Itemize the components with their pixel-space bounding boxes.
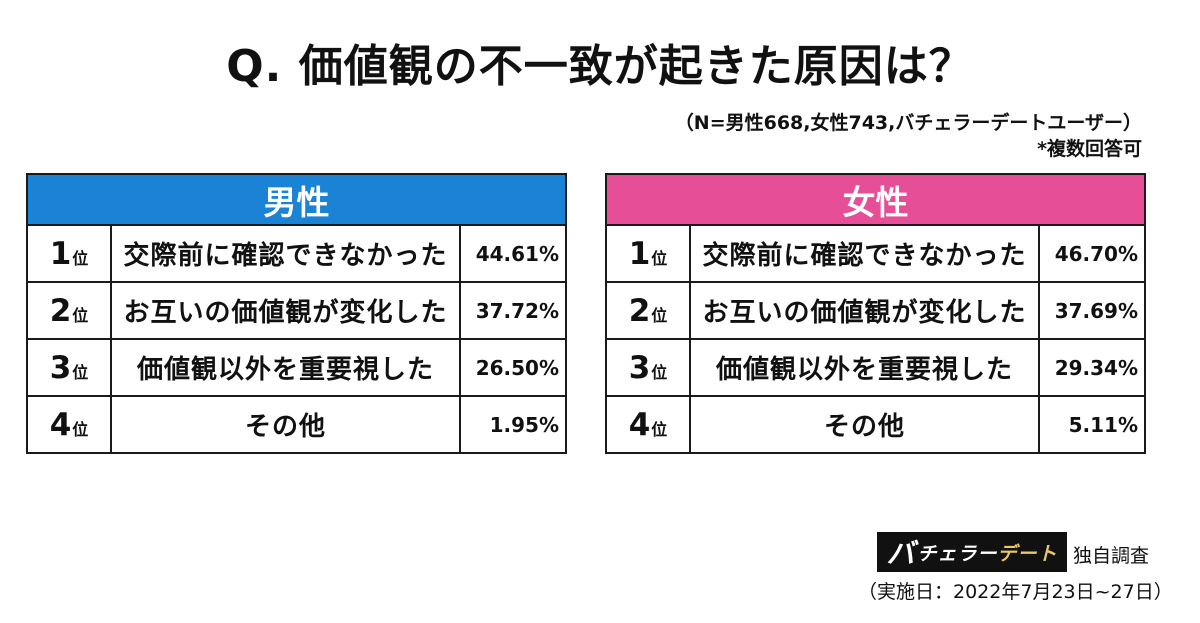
male-rank-row: 1位 交際前に確認できなかった 44.61%	[26, 224, 567, 283]
percent-cell: 44.61%	[459, 224, 567, 283]
rank-number: 3	[628, 349, 651, 386]
rank-suffix: 位	[72, 362, 89, 382]
percent-cell: 37.72%	[459, 281, 567, 340]
rank-number: 4	[628, 406, 651, 443]
rank-number: 4	[49, 406, 72, 443]
question-title: Q. 価値観の不一致が起きた原因は？	[226, 41, 974, 92]
rank-cell: 1位	[605, 224, 691, 283]
rank-number: 2	[49, 292, 72, 329]
female-table-title: 女性	[842, 182, 909, 222]
percent-cell: 29.34%	[1038, 338, 1146, 397]
reason-cell: 価値観以外を重要視した	[689, 338, 1040, 397]
rank-number: 3	[49, 349, 72, 386]
multiple-answer-note: *複数回答可	[1037, 138, 1142, 160]
male-rank-row: 2位 お互いの価値観が変化した 37.72%	[26, 281, 567, 340]
male-table-title: 男性	[263, 182, 330, 222]
female-ranking-table: 女性 1位 交際前に確認できなかった 46.70% 2位 お互いの価値観が変化した 37.…	[605, 173, 1146, 454]
rank-suffix: 位	[651, 362, 668, 382]
rank-number: 1	[628, 235, 651, 272]
rank-suffix: 位	[651, 419, 668, 439]
percent-cell: 26.50%	[459, 338, 567, 397]
survey-label: 独自調査	[1073, 545, 1150, 567]
reason-cell: その他	[110, 395, 461, 454]
female-rank-row: 4位 その他 5.11%	[605, 395, 1146, 454]
reason-cell: 価値観以外を重要視した	[110, 338, 461, 397]
male-rank-row: 3位 価値観以外を重要視した 26.50%	[26, 338, 567, 397]
sample-size-note: （N=男性668,女性743,バチェラーデートユーザー）	[674, 112, 1142, 134]
reason-cell: 交際前に確認できなかった	[110, 224, 461, 283]
reason-cell: お互いの価値観が変化した	[110, 281, 461, 340]
survey-period: （実施日：2022年7月23日~27日）	[858, 581, 1173, 603]
male-rank-row: 4位 その他 1.95%	[26, 395, 567, 454]
rank-number: 2	[628, 292, 651, 329]
rank-cell: 4位	[605, 395, 691, 454]
rank-cell: 3位	[26, 338, 112, 397]
percent-cell: 5.11%	[1038, 395, 1146, 454]
rank-suffix: 位	[72, 305, 89, 325]
female-rank-table: 1位 交際前に確認できなかった 46.70% 2位 お互いの価値観が変化した 37.69%…	[605, 224, 1146, 454]
rank-cell: 2位	[26, 281, 112, 340]
male-rank-table: 1位 交際前に確認できなかった 44.61% 2位 お互いの価値観が変化した 37.72%…	[26, 224, 567, 454]
rank-cell: 2位	[605, 281, 691, 340]
rank-number: 1	[49, 235, 72, 272]
rank-cell: 4位	[26, 395, 112, 454]
female-rank-row: 2位 お互いの価値観が変化した 37.69%	[605, 281, 1146, 340]
reason-cell: お互いの価値観が変化した	[689, 281, 1040, 340]
rank-suffix: 位	[651, 305, 668, 325]
percent-cell: 1.95%	[459, 395, 567, 454]
bachelor-date-logo: バチェラー デート	[877, 532, 1067, 572]
rank-suffix: 位	[651, 248, 668, 268]
reason-cell: 交際前に確認できなかった	[689, 224, 1040, 283]
rank-cell: 3位	[605, 338, 691, 397]
rank-cell: 1位	[26, 224, 112, 283]
reason-cell: その他	[689, 395, 1040, 454]
rank-suffix: 位	[72, 419, 89, 439]
percent-cell: 37.69%	[1038, 281, 1146, 340]
female-table-header: 女性	[605, 173, 1146, 224]
female-rank-row: 1位 交際前に確認できなかった 46.70%	[605, 224, 1146, 283]
percent-cell: 46.70%	[1038, 224, 1146, 283]
female-rank-row: 3位 価値観以外を重要視した 29.34%	[605, 338, 1146, 397]
male-table-header: 男性	[26, 173, 567, 224]
rank-suffix: 位	[72, 248, 89, 268]
male-ranking-table: 男性 1位 交際前に確認できなかった 44.61% 2位 お互いの価値観が変化した 37.…	[26, 173, 567, 454]
